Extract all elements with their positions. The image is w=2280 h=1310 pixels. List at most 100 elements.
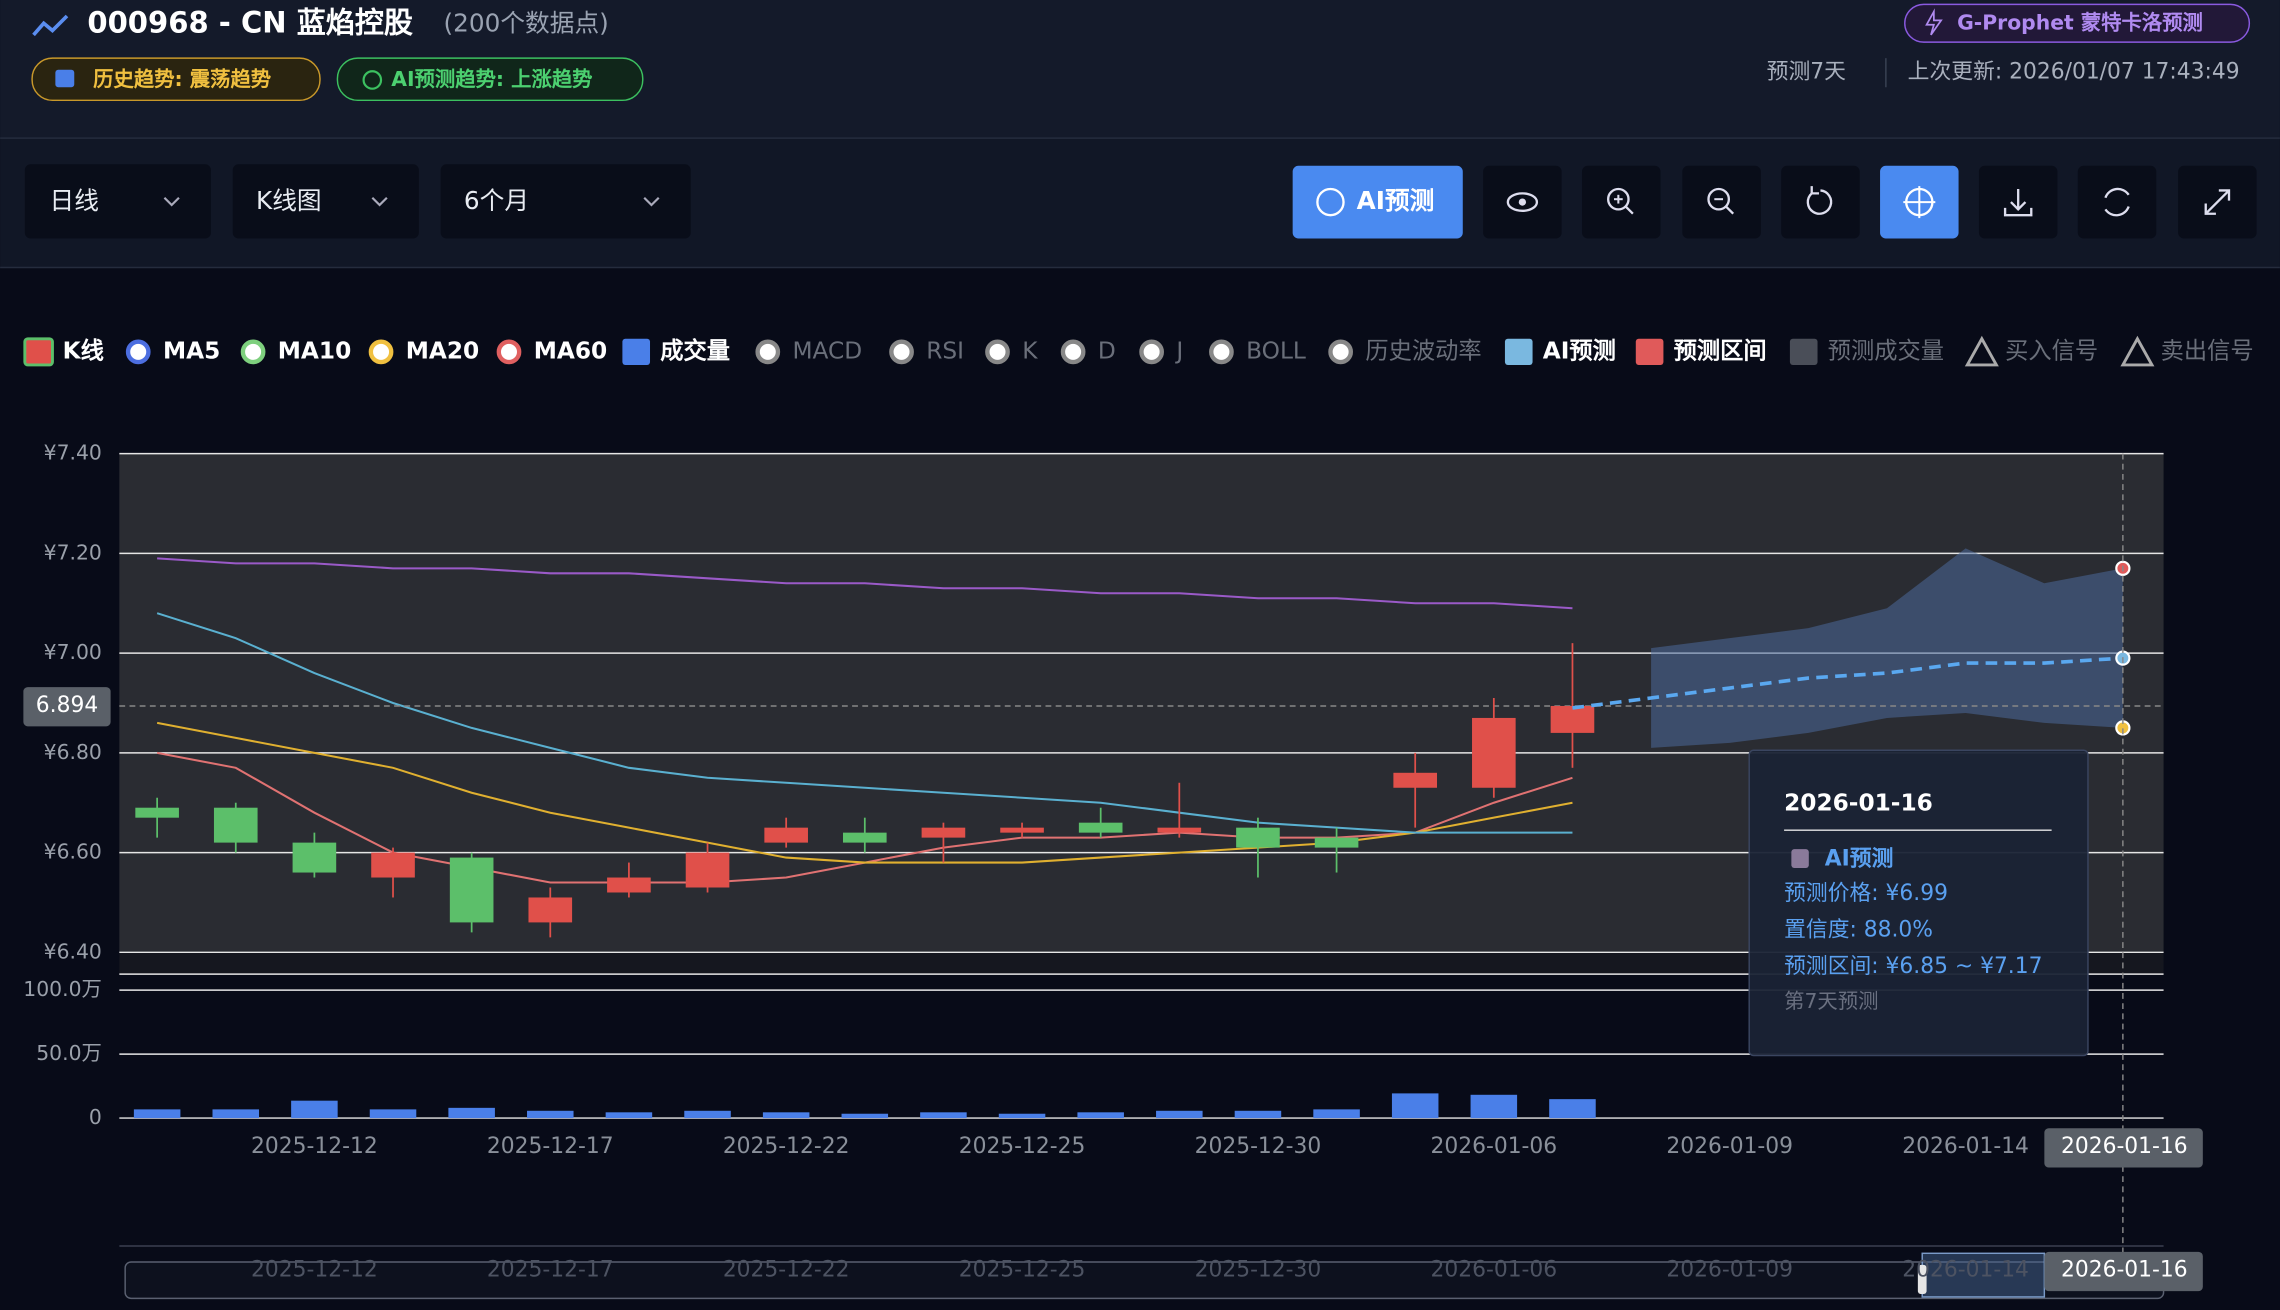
slider-label: 2025-12-30: [1195, 1258, 1322, 1283]
slider-handle[interactable]: [1917, 1264, 1927, 1295]
legend-item[interactable]: AI预测: [1504, 337, 1616, 365]
slider-label: 2026-01-06: [1430, 1258, 1557, 1283]
badge-icon: [362, 70, 383, 90]
legend-item[interactable]: 预测成交量: [1789, 337, 1944, 365]
zoom-in-button[interactable]: [1581, 165, 1661, 239]
legend-label: MA20: [406, 337, 480, 364]
legend-item[interactable]: MA10: [240, 337, 351, 365]
badge: [31, 57, 321, 102]
legend-icon: [2120, 335, 2155, 367]
y-tick-label: ¥7.00: [44, 640, 102, 664]
legend-label: K: [1022, 337, 1038, 364]
legend-item[interactable]: MA20: [368, 337, 480, 365]
current-price-label: 6.894: [36, 693, 98, 718]
tooltip-date: 2026-01-16: [1784, 790, 1933, 817]
slider-window[interactable]: [1921, 1252, 2046, 1298]
y-tick-label: ¥6.40: [44, 939, 102, 963]
badge: [1904, 3, 2251, 43]
volume-bar: [527, 1110, 574, 1119]
slider-label: 2025-12-17: [487, 1258, 614, 1283]
plot-gap: [119, 952, 2164, 975]
legend-label: 买入信号: [2005, 337, 2098, 364]
legend-item[interactable]: MA60: [496, 337, 608, 365]
legend-label: MA60: [534, 337, 608, 364]
download-button[interactable]: [1978, 165, 2058, 239]
reset-button[interactable]: [1781, 165, 1860, 239]
legend-label: RSI: [926, 337, 964, 364]
legend-item[interactable]: J: [1139, 337, 1183, 365]
legend-icon: [368, 339, 394, 365]
candle-body: [292, 842, 337, 873]
candle-body: [213, 807, 258, 843]
volume-bar: [920, 1112, 967, 1119]
legend-item[interactable]: 历史波动率: [1328, 337, 1482, 365]
slider-label: 2025-12-22: [723, 1258, 850, 1283]
candle-body: [1236, 827, 1280, 848]
legend-icon: [1139, 339, 1164, 365]
legend-item[interactable]: RSI: [889, 337, 964, 364]
legend-icon: [1209, 339, 1234, 365]
y-tick-label: ¥6.60: [44, 840, 102, 864]
volume-bar: [1156, 1110, 1203, 1119]
zoom-out-button[interactable]: [1682, 165, 1761, 239]
volume-bar: [1313, 1109, 1360, 1119]
legend-item[interactable]: 卖出信号: [2120, 335, 2254, 367]
tooltip-bg: [1748, 749, 2089, 1057]
legend-item[interactable]: MACD: [755, 337, 863, 364]
toggle-view-button[interactable]: [1483, 165, 1562, 239]
volume-bar: [762, 1112, 810, 1119]
ai-predict-button[interactable]: AI预测: [1292, 165, 1463, 239]
candle-body: [371, 852, 415, 878]
legend-icon: [125, 339, 151, 365]
candle-body: [1157, 827, 1202, 833]
range-select[interactable]: 6个月: [440, 164, 691, 239]
legend-label: AI预测: [1543, 337, 1616, 364]
legend-item[interactable]: 买入信号: [1964, 335, 2098, 367]
tooltip-confidence: 置信度: 88.0%: [1784, 918, 1933, 943]
volume-bar: [291, 1100, 338, 1119]
legend-item[interactable]: 成交量: [622, 337, 730, 365]
volume-bar: [448, 1107, 495, 1119]
forecast-band: [1651, 548, 2123, 748]
legend-item[interactable]: BOLL: [1209, 337, 1306, 365]
legend-item[interactable]: 预测区间: [1635, 337, 1767, 365]
title: 000968 - CN 蓝焰控股: [87, 6, 413, 40]
legend-icon: [1328, 339, 1354, 365]
slider-end-label: 2026-01-16: [2061, 1258, 2188, 1283]
legend-label: D: [1098, 337, 1116, 364]
candle-body: [1314, 837, 1359, 848]
candle-body: [449, 857, 494, 923]
tooltip-day: 第7天预测: [1784, 989, 1878, 1013]
x-tick-label: 2026-01-06: [1430, 1134, 1557, 1159]
volume-bar: [1470, 1094, 1518, 1119]
candle-body: [1000, 827, 1044, 833]
slider-label: 2026-01-14: [1902, 1258, 2029, 1283]
legend-item[interactable]: D: [1060, 337, 1116, 364]
fullscreen-button[interactable]: [2178, 165, 2257, 239]
chart-type-select[interactable]: K线图: [232, 164, 419, 239]
period-select[interactable]: 日线: [24, 164, 211, 239]
volume-bar: [133, 1109, 181, 1119]
volume-bar: [605, 1112, 653, 1119]
legend-icon: [1504, 338, 1533, 365]
x-tick-label: 2025-12-30: [1195, 1134, 1322, 1159]
badge-icon: [55, 69, 75, 88]
slider-track[interactable]: [124, 1261, 2165, 1300]
crosshair-button[interactable]: [1880, 165, 1959, 239]
legend-item[interactable]: K: [985, 337, 1038, 364]
candle-body: [1550, 705, 1595, 733]
candle-body: [1393, 772, 1438, 788]
legend-label: J: [1174, 337, 1183, 364]
legend-label: 卖出信号: [2161, 337, 2254, 364]
candle-body: [764, 827, 808, 843]
slider-label: 2025-12-12: [251, 1258, 378, 1283]
legend-icon: [240, 339, 266, 365]
refresh-button[interactable]: [2077, 165, 2157, 239]
legend-icon: [496, 339, 522, 365]
legend-label: MA5: [163, 337, 220, 364]
legend-item[interactable]: MA5: [125, 337, 220, 365]
legend-item[interactable]: K线: [23, 337, 104, 367]
legend-label: 预测成交量: [1828, 337, 1944, 364]
tooltip-title: AI预测: [1825, 846, 1894, 871]
